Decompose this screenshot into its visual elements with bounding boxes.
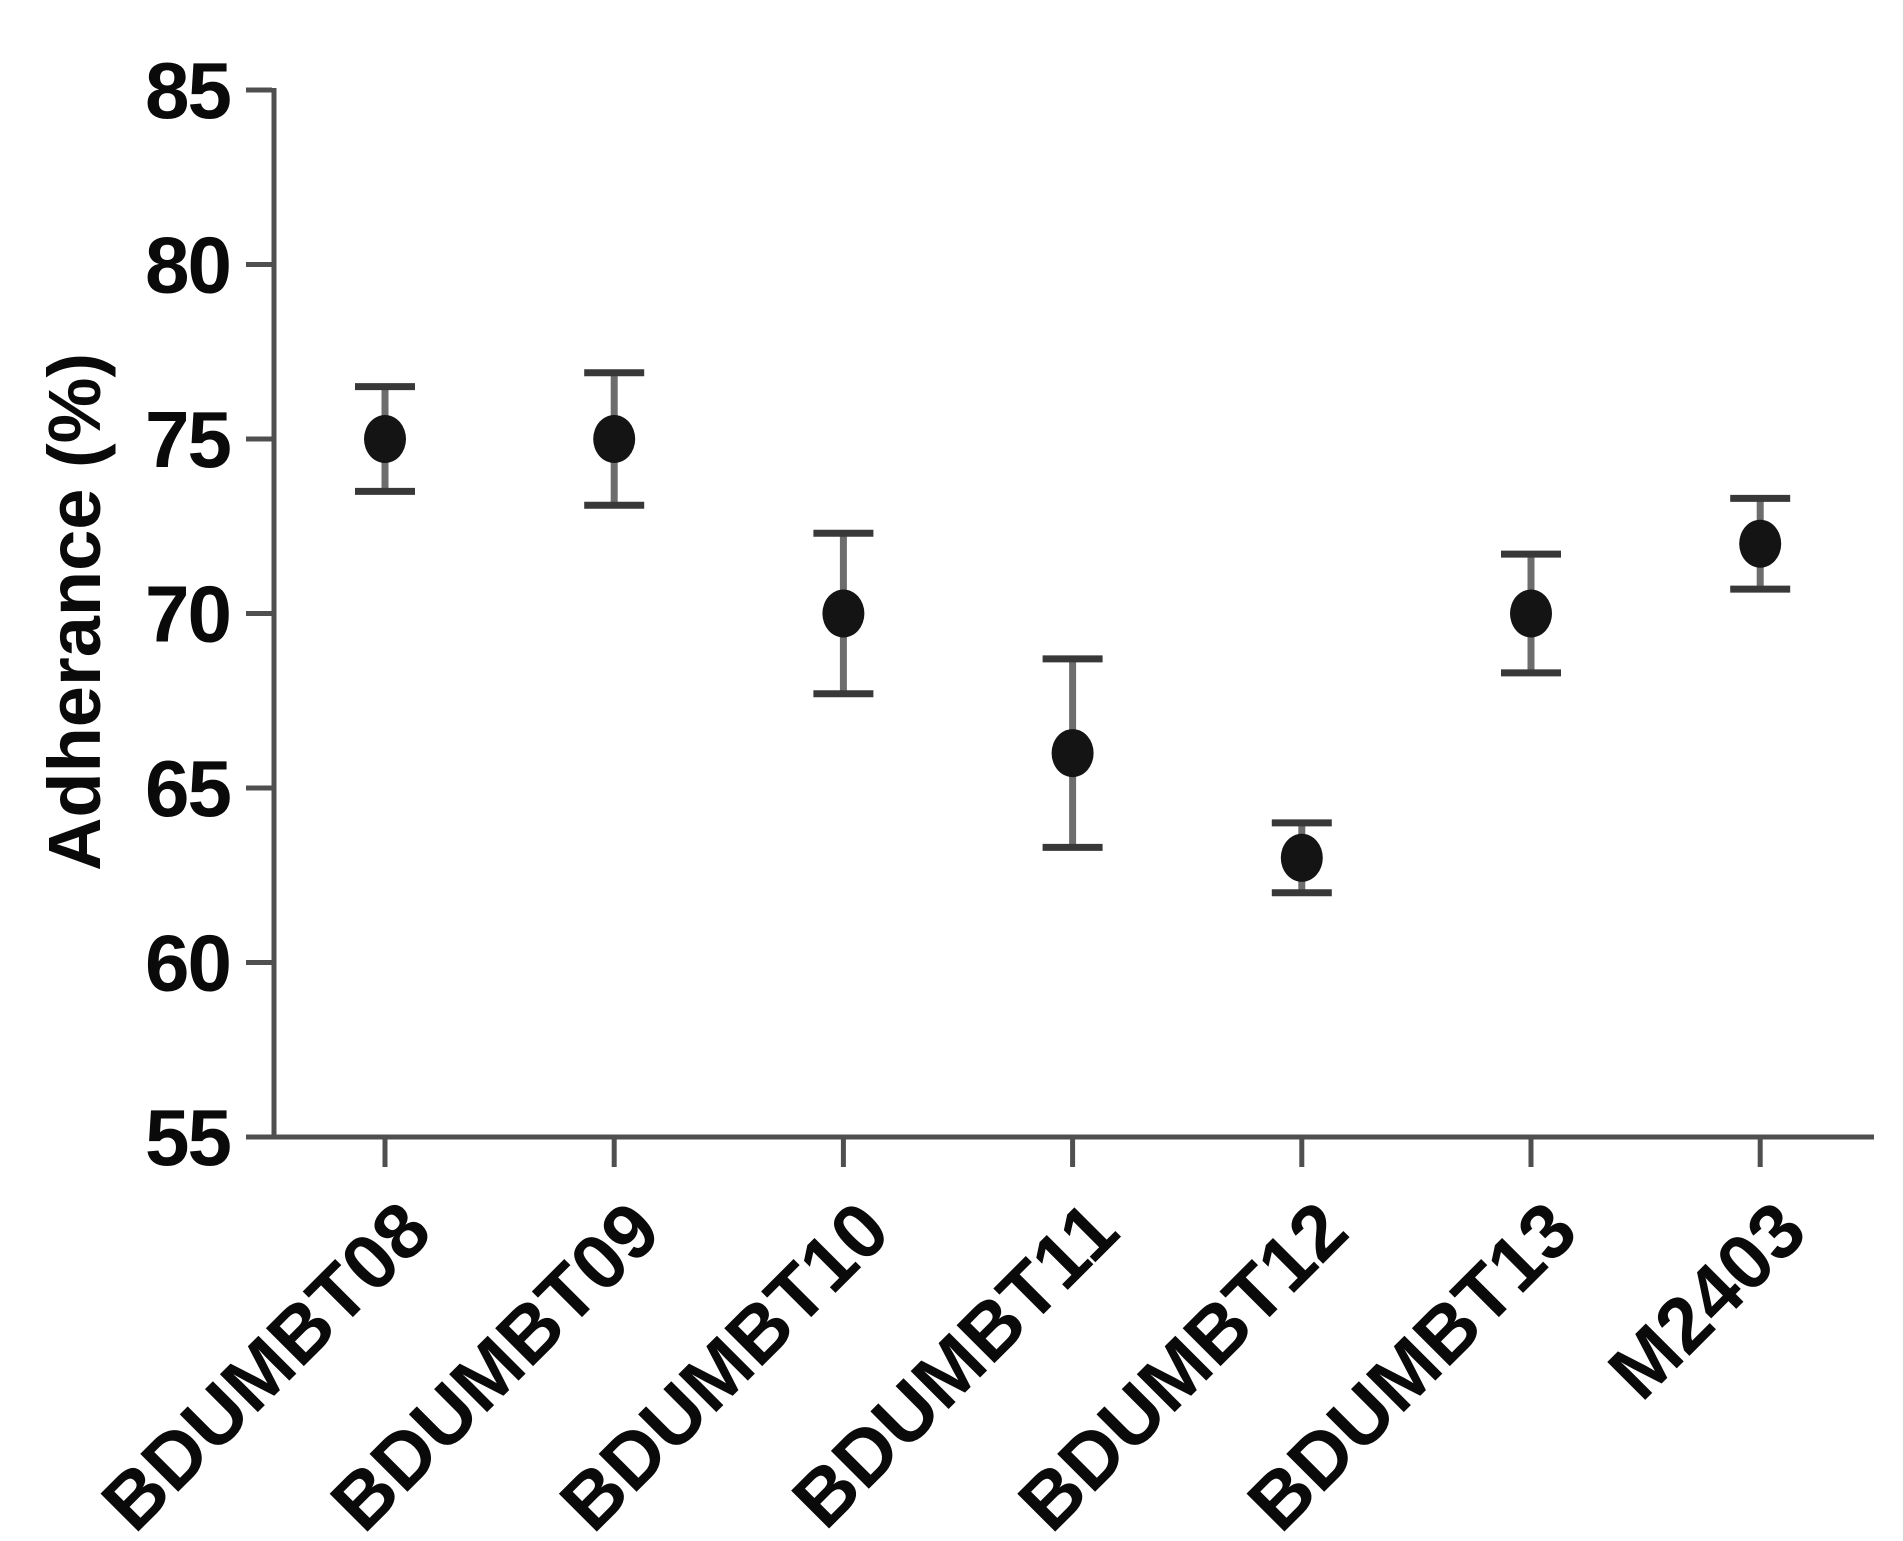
y-tick-label: 70 (145, 570, 230, 659)
data-point (1051, 729, 1094, 778)
data-point-group (355, 383, 415, 495)
axes (271, 88, 1874, 1140)
data-point-group (584, 369, 645, 509)
data-series (355, 369, 1791, 897)
y-tick-label: 80 (145, 221, 230, 310)
y-tick-label: 65 (145, 744, 230, 833)
data-point (1510, 589, 1552, 638)
data-point-group (1042, 655, 1103, 851)
data-point (1280, 833, 1323, 882)
y-tick-label: 55 (145, 1093, 230, 1182)
data-point-group (813, 529, 874, 698)
x-category-label: M2403 (1591, 1185, 1822, 1416)
y-axis-ticks: 55 60 65 70 75 80 85 (145, 46, 272, 1182)
data-point (593, 415, 636, 463)
data-point (822, 589, 865, 638)
data-point-group (1501, 550, 1561, 677)
data-point-group (1271, 819, 1332, 897)
data-point (1739, 519, 1782, 568)
y-tick-label: 75 (145, 395, 230, 484)
data-point-group (1730, 494, 1791, 593)
x-axis-ticks: BDUMBT08BDUMBT09BDUMBT10BDUMBT11BDUMBT12… (84, 1139, 1822, 1541)
y-tick-label: 85 (145, 46, 230, 135)
y-tick-label: 60 (145, 919, 230, 1008)
data-point (364, 415, 406, 463)
y-axis-title: Adherance (%) (33, 353, 116, 871)
